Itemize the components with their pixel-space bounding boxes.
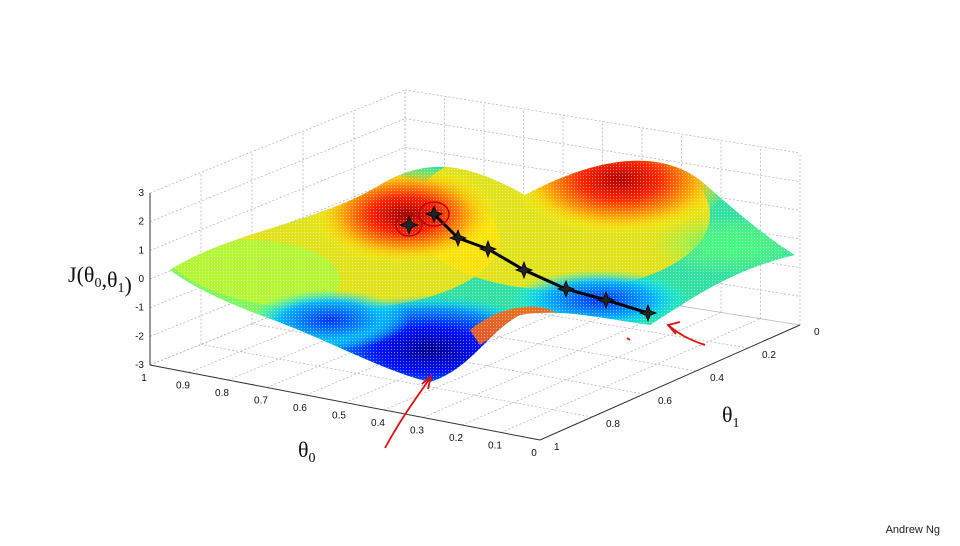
- theta0-tick-label: 0.4: [371, 418, 385, 429]
- cost-surface: [170, 160, 795, 382]
- arrow-valley-left: [384, 377, 431, 449]
- theta1-axis-label: θ1: [722, 402, 740, 431]
- arrow-valley-right: [667, 324, 706, 346]
- circled-start-point-1: [395, 213, 423, 237]
- theta0-tick-label: 0: [531, 448, 537, 459]
- descent-step-marker: [448, 228, 468, 248]
- grid-line: [404, 89, 801, 154]
- descent-step-marker: [556, 279, 576, 299]
- theta0-axis-line: [149, 364, 541, 441]
- theta1-tick-label: 0.4: [710, 373, 724, 384]
- grid-line: [404, 261, 801, 326]
- red-arrow-annotations: [384, 321, 706, 449]
- z-tick-label: 1: [138, 245, 144, 256]
- red-dot-mark: [626, 337, 631, 341]
- theta0-tick-label: 0.8: [215, 388, 229, 399]
- theta0-tick-label: 0.3: [410, 426, 424, 437]
- gradient-descent-path: [398, 204, 658, 323]
- author-credit: Andrew Ng: [885, 524, 940, 536]
- theta1-tick-label: 1: [554, 442, 560, 453]
- theta0-axis-label: θ0: [298, 437, 316, 466]
- theta1-tick-label: 0.2: [762, 350, 776, 361]
- descent-step-marker: [398, 214, 420, 236]
- descent-step-marker: [596, 290, 616, 310]
- z-tick-label: -1: [135, 303, 144, 314]
- grid-line: [149, 146, 406, 251]
- grid-line: [383, 299, 643, 411]
- z-tick-label: 3: [138, 188, 144, 199]
- theta1-axis-line: [539, 324, 801, 441]
- circled-start-point-2: [418, 201, 450, 227]
- grid-line: [404, 232, 801, 297]
- grid-line: [422, 305, 682, 418]
- grid-line: [500, 318, 761, 433]
- grid-line: [404, 146, 801, 211]
- grid-line: [461, 312, 722, 426]
- z-tick-label: -2: [135, 331, 144, 342]
- descent-step-marker: [638, 303, 658, 323]
- axis-labels: 3 2 1 0 -1 -2 -3 1 0.9 0.8 0.7 0.6 0.5 0.4 0.3 0.2 0.1 0 0…: [68, 188, 820, 466]
- descent-step-marker: [478, 239, 498, 259]
- theta0-tick-label: 0.7: [254, 396, 268, 407]
- z-tick-label: 2: [138, 217, 144, 228]
- theta1-tick-label: 0.6: [658, 396, 672, 407]
- grid-line: [149, 89, 406, 194]
- descent-step-marker: [514, 260, 534, 280]
- theta1-tick-label: 0: [814, 327, 820, 338]
- theta0-tick-label: 0.9: [176, 381, 190, 392]
- theta0-tick-label: 0.1: [488, 441, 502, 452]
- z-axis-label: J(θ0,θ1): [68, 262, 132, 297]
- descent-step-marker: [424, 204, 444, 224]
- z-tick-label: -3: [135, 360, 144, 371]
- theta0-tick-label: 0.6: [293, 403, 307, 414]
- theta0-tick-label: 0.5: [332, 411, 346, 422]
- z-tick-label: 0: [138, 274, 144, 285]
- theta0-tick-label: 1: [141, 373, 147, 384]
- grid-line: [149, 118, 406, 223]
- grid-line: [404, 118, 801, 183]
- theta0-tick-label: 0.2: [449, 433, 463, 444]
- theta1-tick-label: 0.8: [606, 419, 620, 430]
